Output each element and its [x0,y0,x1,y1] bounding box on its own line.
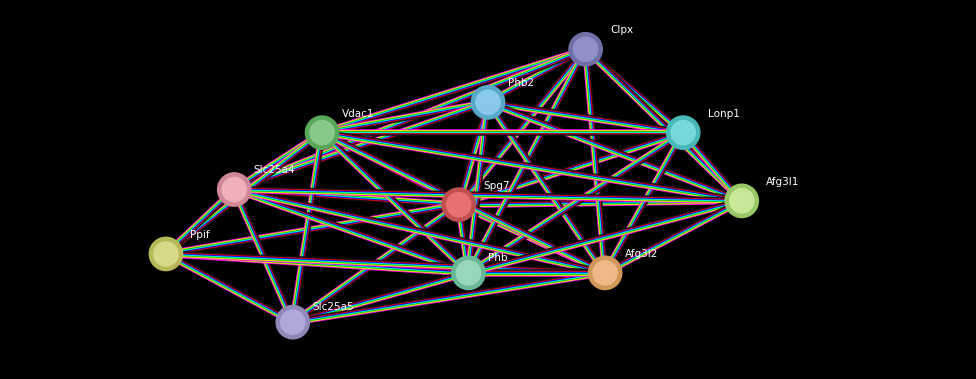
Circle shape [154,242,178,266]
Text: Clpx: Clpx [610,25,633,35]
Text: Slc25a5: Slc25a5 [312,302,354,312]
Circle shape [569,33,602,66]
Text: Spg7: Spg7 [483,181,509,191]
Circle shape [447,193,470,217]
Circle shape [476,90,500,114]
Circle shape [149,237,183,271]
Text: Ppif: Ppif [190,230,210,240]
Circle shape [574,37,597,61]
Circle shape [589,256,622,290]
Circle shape [281,310,305,334]
Text: Lonp1: Lonp1 [708,109,740,119]
Text: Vdac1: Vdac1 [342,109,374,119]
Circle shape [218,173,251,206]
Text: Phb2: Phb2 [508,78,534,88]
Circle shape [223,177,246,202]
Circle shape [730,189,753,213]
Text: Phb: Phb [488,253,508,263]
Text: Afg3l1: Afg3l1 [766,177,799,187]
Text: Slc25a4: Slc25a4 [254,166,296,175]
Circle shape [276,305,309,339]
Circle shape [471,86,505,119]
Circle shape [310,121,334,145]
Circle shape [442,188,475,221]
Circle shape [305,116,339,149]
Circle shape [457,261,480,285]
Circle shape [725,184,758,218]
Circle shape [452,256,485,290]
Circle shape [671,121,695,145]
Text: Afg3l2: Afg3l2 [625,249,658,259]
Circle shape [593,261,617,285]
Circle shape [667,116,700,149]
